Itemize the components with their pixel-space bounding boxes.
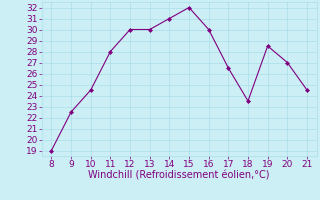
X-axis label: Windchill (Refroidissement éolien,°C): Windchill (Refroidissement éolien,°C) <box>88 171 270 181</box>
